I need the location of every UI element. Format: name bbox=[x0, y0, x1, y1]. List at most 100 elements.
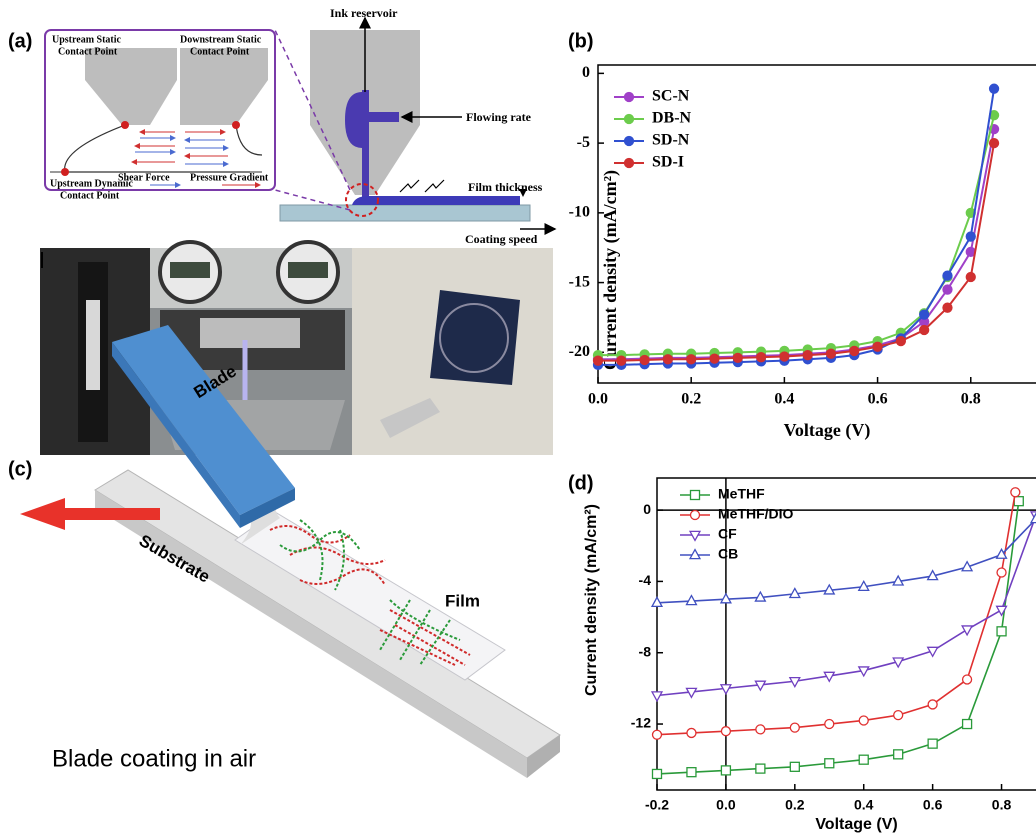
marker bbox=[755, 352, 767, 363]
marker bbox=[961, 625, 974, 637]
legend-label: DB-N bbox=[652, 110, 692, 127]
series-line bbox=[657, 492, 1017, 736]
marker bbox=[651, 768, 663, 780]
panel-label: (d) bbox=[568, 472, 594, 494]
inset-label: Shear Force bbox=[118, 172, 170, 183]
marker bbox=[872, 341, 883, 352]
marker bbox=[788, 587, 801, 599]
marker bbox=[942, 284, 953, 295]
marker bbox=[1029, 512, 1036, 524]
x-tick-label: 0.4 bbox=[774, 391, 794, 408]
marker bbox=[1013, 496, 1024, 507]
marker bbox=[720, 726, 732, 737]
legend-label: CB bbox=[718, 546, 738, 562]
x-tick-label: 0.6 bbox=[923, 797, 943, 813]
marker bbox=[965, 271, 976, 283]
plot-frame bbox=[597, 64, 1036, 384]
marker bbox=[789, 722, 800, 733]
legend-label: SD-N bbox=[652, 132, 690, 149]
legend-marker bbox=[623, 91, 635, 103]
marker bbox=[961, 560, 974, 572]
marker bbox=[686, 727, 697, 739]
marker bbox=[858, 715, 869, 726]
marker bbox=[754, 680, 767, 692]
series-line bbox=[598, 88, 996, 366]
legend-marker bbox=[623, 157, 635, 169]
marker bbox=[824, 718, 835, 730]
annotation: Coating speed bbox=[465, 232, 538, 246]
x-tick-label: 0.0 bbox=[588, 391, 608, 408]
marker bbox=[858, 754, 869, 765]
marker bbox=[927, 699, 938, 710]
marker bbox=[919, 324, 930, 336]
inset-label: Contact Point bbox=[58, 46, 118, 57]
legend-label: MeTHF bbox=[718, 486, 765, 502]
legend-label: MeTHF/DIO bbox=[718, 506, 794, 522]
marker bbox=[919, 309, 930, 320]
marker bbox=[824, 758, 835, 769]
inset-label: Downstream Static bbox=[180, 34, 262, 45]
legend-marker bbox=[689, 489, 701, 501]
marker bbox=[650, 691, 664, 703]
series-line bbox=[657, 501, 1020, 775]
marker bbox=[719, 592, 732, 604]
y-tick-label: -12 bbox=[631, 715, 651, 731]
marker bbox=[823, 671, 836, 683]
annotation: Film bbox=[445, 591, 480, 610]
inset-label: Contact Point bbox=[60, 190, 120, 201]
marker bbox=[650, 596, 664, 608]
x-tick-label: 0.2 bbox=[681, 391, 701, 408]
marker bbox=[685, 687, 698, 699]
x-tick-label: 0.8 bbox=[992, 797, 1012, 813]
series-line bbox=[657, 515, 1036, 697]
y-tick-label: 0 bbox=[582, 64, 590, 81]
marker bbox=[788, 676, 801, 688]
panel-label: (b) bbox=[568, 30, 594, 52]
inset-label: Upstream Dynamic bbox=[50, 178, 133, 189]
panel-label: (a) bbox=[8, 30, 32, 52]
series-line bbox=[598, 142, 996, 362]
inset-label: Pressure Gradient bbox=[190, 172, 269, 183]
marker bbox=[895, 336, 907, 347]
marker bbox=[755, 763, 766, 774]
x-axis-label: Voltage (V) bbox=[815, 816, 897, 833]
x-tick-label: 0.2 bbox=[785, 797, 805, 813]
marker bbox=[779, 351, 790, 362]
marker bbox=[965, 231, 976, 242]
marker bbox=[893, 709, 904, 721]
marker bbox=[685, 594, 698, 606]
marker bbox=[755, 724, 766, 735]
x-axis-label: Voltage (V) bbox=[784, 420, 871, 441]
legend-marker bbox=[688, 530, 702, 542]
marker bbox=[1029, 511, 1036, 523]
marker bbox=[651, 729, 663, 740]
y-tick-label: -4 bbox=[639, 572, 652, 588]
marker bbox=[995, 547, 1008, 559]
marker bbox=[686, 354, 697, 365]
y-tick-label: -5 bbox=[577, 134, 590, 151]
marker bbox=[825, 348, 837, 359]
legend-label: SD-I bbox=[652, 154, 684, 171]
marker bbox=[616, 355, 627, 366]
y-tick-label: -15 bbox=[569, 273, 590, 290]
marker bbox=[926, 646, 939, 658]
marker bbox=[732, 352, 743, 364]
marker bbox=[926, 569, 939, 581]
annotation: Film thickness bbox=[468, 180, 543, 194]
y-axis-label: Current density (mA/cm²) bbox=[583, 504, 600, 696]
marker bbox=[942, 302, 953, 313]
marker bbox=[802, 349, 813, 361]
marker bbox=[709, 353, 720, 364]
marker bbox=[892, 574, 905, 586]
panel-label: (c) bbox=[8, 458, 32, 480]
x-tick-label: 0.6 bbox=[868, 391, 888, 408]
marker bbox=[857, 666, 870, 678]
blade-coating-drawing bbox=[20, 325, 561, 778]
nozzle-schematic bbox=[274, 16, 557, 235]
legend-marker bbox=[689, 509, 701, 521]
marker bbox=[995, 605, 1008, 617]
marker bbox=[719, 684, 732, 696]
legend-marker bbox=[623, 113, 635, 125]
marker bbox=[892, 657, 905, 669]
